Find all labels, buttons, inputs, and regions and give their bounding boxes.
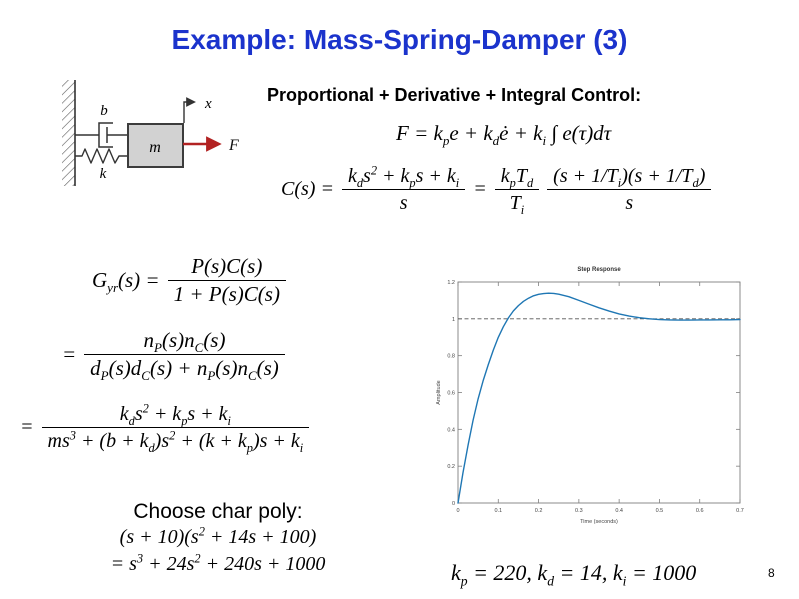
y-tick-label: 0.6 [447,391,455,397]
slide-title: Example: Mass-Spring-Damper (3) [171,24,628,55]
eq2-lhs: = [62,342,77,367]
x-tick-label: 0.6 [696,508,704,514]
coord-label: x [204,96,212,112]
wall-hatch [62,80,75,186]
x-tick-label: 0.4 [615,508,623,514]
c-eq-lhs: C(s) = [281,178,334,200]
c-eq-frac1: kds2 + kps + ki s [341,164,466,215]
gyr-lhs: Gyr(s) = [92,268,160,296]
char-poly-line2: = s3 + 24s2 + 240s + 1000 [110,551,326,575]
step-response-curve [457,292,741,504]
plot-axes-box [457,281,741,504]
eq3-lhs: = [20,416,34,438]
c-eq-frac3: (s + 1/Ti)(s + 1/Td) s [547,164,712,215]
char-poly-block: Choose char poly: (s + 10)(s2 + 14s + 10… [68,500,368,578]
c-eq-frac2: kpTd Ti [494,164,540,216]
damper-label: b [100,103,108,119]
closed-loop-equation-2: = nP(s)nC(s) dP(s)dC(s) + nP(s)nC(s) [62,328,285,382]
x-tick-label: 0.1 [494,508,502,514]
closed-loop-equation-3: = kds2 + kps + ki ms3 + (b + kd)s2 + (k … [20,402,310,454]
controller-equation: C(s) = kds2 + kps + ki s = kpTd Ti (s + … [281,164,712,216]
x-tick-label: 0.5 [656,508,664,514]
y-tick-label: 0.2 [447,464,455,470]
y-tick-label: 1 [452,317,455,323]
y-tick-label: 0.8 [447,354,455,360]
char-poly-line1: (s + 10)(s2 + 14s + 100) [119,524,317,548]
spring-zigzag [75,148,128,164]
closed-loop-equation: Gyr(s) = P(s)C(s) 1 + P(s)C(s) [92,254,286,307]
x-tick-label: 0.3 [575,508,583,514]
x-tick-label: 0.2 [535,508,543,514]
eq3-frac: kds2 + kps + ki ms3 + (b + kd)s2 + (k + … [41,402,310,454]
plot-xlabel: Time (seconds) [580,519,618,525]
page-number: 8 [768,566,775,580]
c-eq-equals: = [473,178,487,200]
damper-cup [98,122,113,148]
x-tick-label: 0 [456,508,459,514]
gains-line: kp = 220, kd = 14, ki = 1000 [451,560,697,589]
mass-label: m [149,139,161,156]
y-tick-label: 1.2 [447,280,455,286]
eq2-frac: nP(s)nC(s) dP(s)dC(s) + nP(s)nC(s) [84,328,285,382]
x-axis-arrow [183,97,196,123]
force-equation: F = kpe + kdė + ki ∫ e(τ)dτ [396,121,612,149]
plot-title: Step Response [577,267,621,273]
spring-label: k [100,166,107,182]
y-tick-label: 0 [452,501,455,507]
char-poly-heading: Choose char poly: [133,500,303,523]
plot-ylabel: Amplitude [436,380,442,404]
mass-block [127,123,184,168]
step-response-plot: 0 0.1 0.2 0.3 0.4 0.5 0.6 0.7 0 0.2 0.4 0.6 0.8 1 1.2 S… [436,267,744,525]
x-tick-label: 0.7 [736,508,744,514]
pid-heading: Proportional + Derivative + Integral Con… [267,85,642,105]
gyr-frac: P(s)C(s) 1 + P(s)C(s) [167,254,286,307]
mass-spring-damper-diagram: b k m x F [62,80,239,186]
y-tick-label: 0.4 [447,427,455,433]
force-label: F [228,137,239,154]
